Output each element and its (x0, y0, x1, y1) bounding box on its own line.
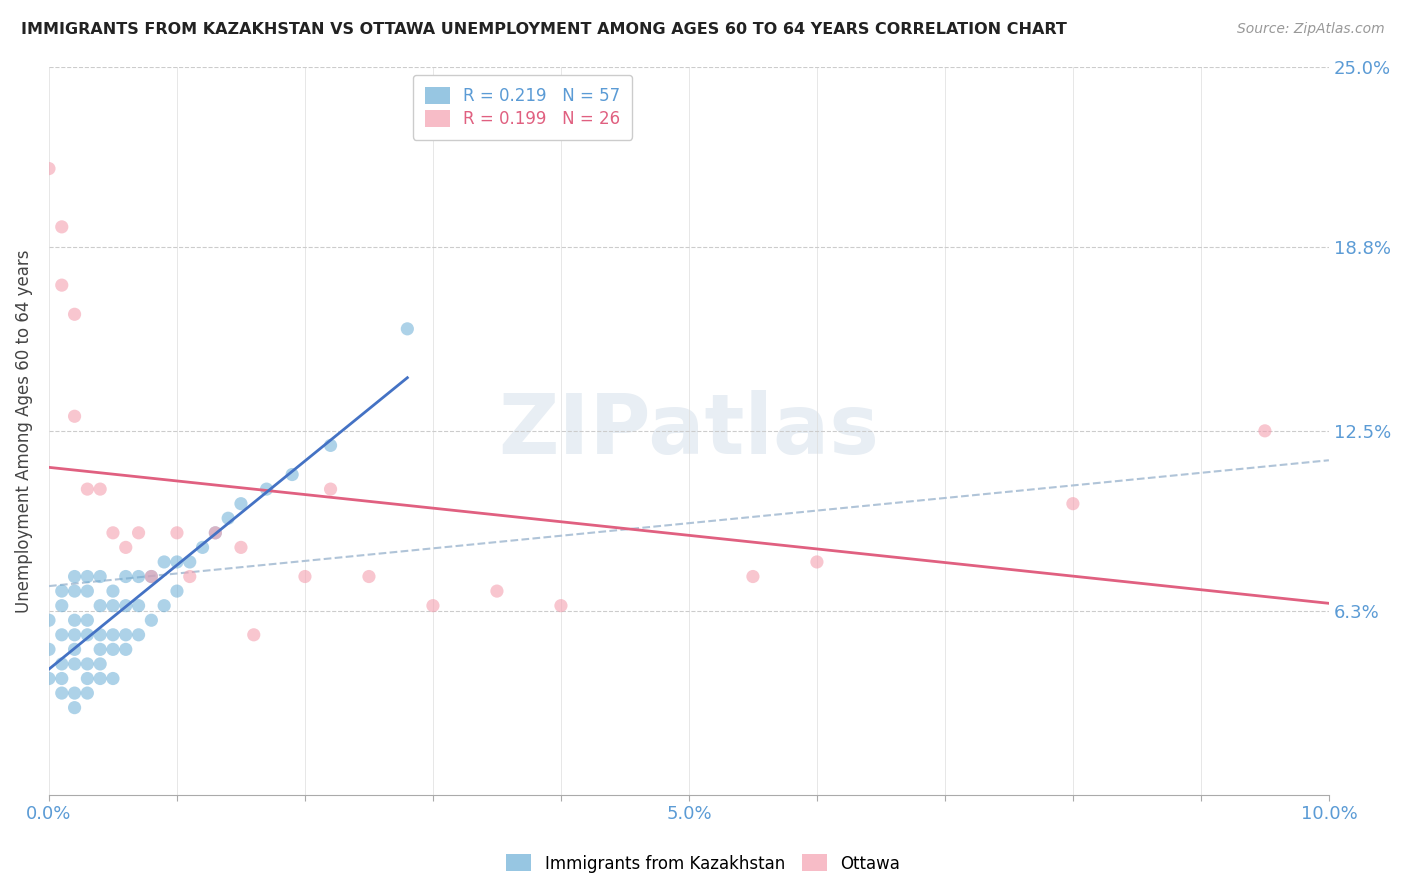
Point (396, 322, 419, 336)
Point (51, 278, 73, 293)
Point (63, 657, 86, 671)
Point (166, 584, 188, 599)
Point (63, 584, 86, 599)
Point (550, 599, 572, 613)
Point (128, 628, 150, 642)
Point (51, 672, 73, 686)
Point (63, 628, 86, 642)
Point (166, 555, 188, 569)
Point (63, 409, 86, 424)
Point (153, 555, 176, 569)
Point (179, 555, 201, 569)
Point (38, 161, 60, 176)
Point (166, 525, 188, 540)
Point (128, 525, 150, 540)
Point (1062, 497, 1084, 511)
Text: ZIPatlas: ZIPatlas (499, 391, 879, 471)
Point (128, 569, 150, 583)
Point (63, 642, 86, 657)
Point (89, 599, 111, 613)
Point (141, 569, 163, 583)
Point (63, 569, 86, 583)
Text: IMMIGRANTS FROM KAZAKHSTAN VS OTTAWA UNEMPLOYMENT AMONG AGES 60 TO 64 YEARS CORR: IMMIGRANTS FROM KAZAKHSTAN VS OTTAWA UNE… (21, 22, 1067, 37)
Point (38, 672, 60, 686)
Point (217, 511, 239, 525)
Point (422, 599, 444, 613)
Point (114, 569, 136, 583)
Point (89, 482, 111, 496)
Point (153, 599, 176, 613)
Point (51, 599, 73, 613)
Point (742, 569, 765, 583)
Point (101, 599, 124, 613)
Point (51, 686, 73, 700)
Point (101, 642, 124, 657)
Legend: R = 0.219   N = 57, R = 0.199   N = 26: R = 0.219 N = 57, R = 0.199 N = 26 (413, 75, 631, 140)
Point (89, 642, 111, 657)
Point (141, 569, 163, 583)
Point (101, 525, 124, 540)
Point (204, 525, 226, 540)
Point (281, 467, 304, 482)
Point (89, 672, 111, 686)
Point (51, 219, 73, 234)
Point (114, 541, 136, 555)
Point (101, 628, 124, 642)
Legend: Immigrants from Kazakhstan, Ottawa: Immigrants from Kazakhstan, Ottawa (499, 847, 907, 880)
Point (114, 642, 136, 657)
Point (63, 700, 86, 714)
Y-axis label: Unemployment Among Ages 60 to 64 years: Unemployment Among Ages 60 to 64 years (15, 249, 32, 613)
Point (1254, 424, 1277, 438)
Point (38, 613, 60, 627)
Point (256, 482, 278, 496)
Point (89, 569, 111, 583)
Point (101, 584, 124, 599)
Point (76, 613, 98, 627)
Point (89, 628, 111, 642)
Point (806, 555, 828, 569)
Point (63, 613, 86, 627)
Point (76, 584, 98, 599)
Point (128, 599, 150, 613)
Point (76, 672, 98, 686)
Point (229, 497, 252, 511)
Point (179, 569, 201, 583)
Point (76, 628, 98, 642)
Point (38, 642, 60, 657)
Point (76, 569, 98, 583)
Point (51, 657, 73, 671)
Point (89, 657, 111, 671)
Point (76, 482, 98, 496)
Point (63, 307, 86, 321)
Point (114, 599, 136, 613)
Point (294, 569, 316, 583)
Point (141, 613, 163, 627)
Point (63, 686, 86, 700)
Point (229, 541, 252, 555)
Point (357, 569, 380, 583)
Point (76, 657, 98, 671)
Point (51, 584, 73, 599)
Point (101, 672, 124, 686)
Point (76, 686, 98, 700)
Point (191, 541, 214, 555)
Point (242, 628, 264, 642)
Point (204, 525, 226, 540)
Point (114, 628, 136, 642)
Point (485, 584, 508, 599)
Point (319, 482, 342, 496)
Point (51, 628, 73, 642)
Point (319, 438, 342, 452)
Text: Source: ZipAtlas.com: Source: ZipAtlas.com (1237, 22, 1385, 37)
